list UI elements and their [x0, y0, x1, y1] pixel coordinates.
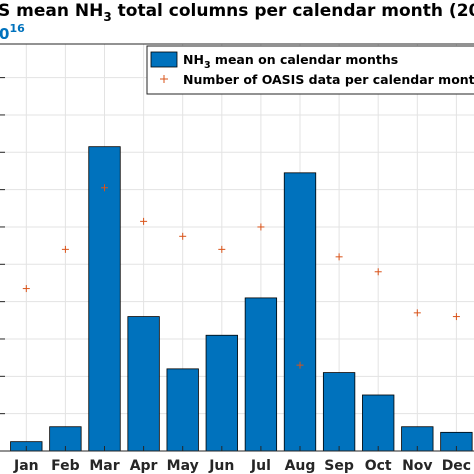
x-tick-label-dec: Dec: [442, 458, 471, 474]
marker-aug: [296, 361, 304, 369]
bar-may: [166, 368, 199, 452]
legend-bar-label: NH3 mean on calendar months: [183, 52, 398, 71]
chart-title: S mean NH3 total columns per calendar mo…: [0, 1, 474, 24]
legend: NH3 mean on calendar months Number of OA…: [146, 45, 474, 95]
marker-mar: [101, 184, 108, 192]
x-tick-label-oct: Oct: [365, 458, 392, 474]
x-tick-label-jun: Jun: [208, 458, 234, 474]
marker-jan: [22, 285, 30, 293]
marker-nov: [413, 309, 421, 317]
bar-sep: [322, 372, 356, 452]
x-tick-label-apr: Apr: [130, 458, 158, 474]
x-tick-label-may: May: [167, 458, 199, 474]
x-tick-label-mar: Mar: [89, 458, 119, 474]
y-exponent-label: 016: [0, 22, 25, 43]
legend-box: [146, 45, 474, 95]
legend-bar-swatch: [150, 51, 178, 68]
bar-jul: [244, 297, 278, 452]
bar-mar: [88, 146, 121, 452]
marker-apr: [140, 217, 148, 225]
legend-marker-symbol: [160, 75, 168, 83]
bar-jun: [205, 334, 238, 452]
x-tick-label-jul: Jul: [250, 458, 271, 474]
marker-may: [179, 232, 187, 240]
marker-sep: [335, 253, 343, 261]
x-tick-label-nov: Nov: [402, 458, 432, 474]
bar-series: [10, 146, 473, 452]
legend-marker-label: Number of OASIS data per calendar month: [183, 72, 474, 87]
bar-aug: [283, 172, 317, 452]
bar-apr: [127, 316, 160, 452]
x-tick-label-jan: Jan: [13, 458, 39, 474]
marker-oct: [374, 268, 382, 276]
marker-series: [22, 184, 460, 369]
marker-dec: [452, 313, 460, 321]
x-tick-label-feb: Feb: [51, 458, 80, 474]
x-tick-label-aug: Aug: [285, 458, 316, 474]
marker-feb: [61, 245, 69, 253]
marker-jun: [218, 245, 226, 253]
x-tick-labels: Jan Feb Mar Apr May Jun Jul Aug Sep Oct Nov Dec: [13, 458, 471, 474]
bar-oct: [362, 394, 395, 452]
axes: [0, 43, 474, 452]
x-tick-label-sep: Sep: [324, 458, 354, 474]
marker-jul: [257, 223, 265, 231]
